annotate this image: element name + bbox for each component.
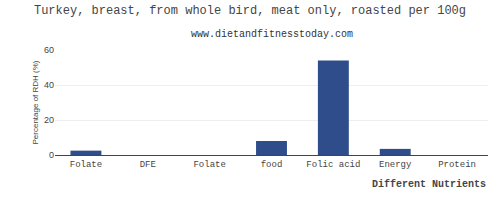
svg-text:www.dietandfitnesstoday.com: www.dietandfitnesstoday.com (191, 29, 353, 40)
svg-text:Folate: Folate (193, 160, 225, 170)
svg-text:food: food (261, 160, 283, 170)
svg-text:0: 0 (49, 150, 54, 160)
svg-text:DFE: DFE (140, 160, 156, 170)
svg-text:Protein: Protein (438, 160, 476, 170)
svg-text:Folic acid: Folic acid (306, 160, 360, 170)
svg-text:60: 60 (44, 45, 54, 55)
svg-text:Different Nutrients: Different Nutrients (372, 179, 486, 190)
svg-text:Folate: Folate (70, 160, 102, 170)
svg-text:Energy: Energy (379, 160, 412, 170)
svg-text:40: 40 (44, 80, 54, 90)
svg-text:20: 20 (44, 115, 54, 125)
svg-text:Turkey, breast, from whole bir: Turkey, breast, from whole bird, meat on… (34, 4, 466, 18)
svg-text:Percentage of RDH (%): Percentage of RDH (%) (31, 60, 40, 144)
